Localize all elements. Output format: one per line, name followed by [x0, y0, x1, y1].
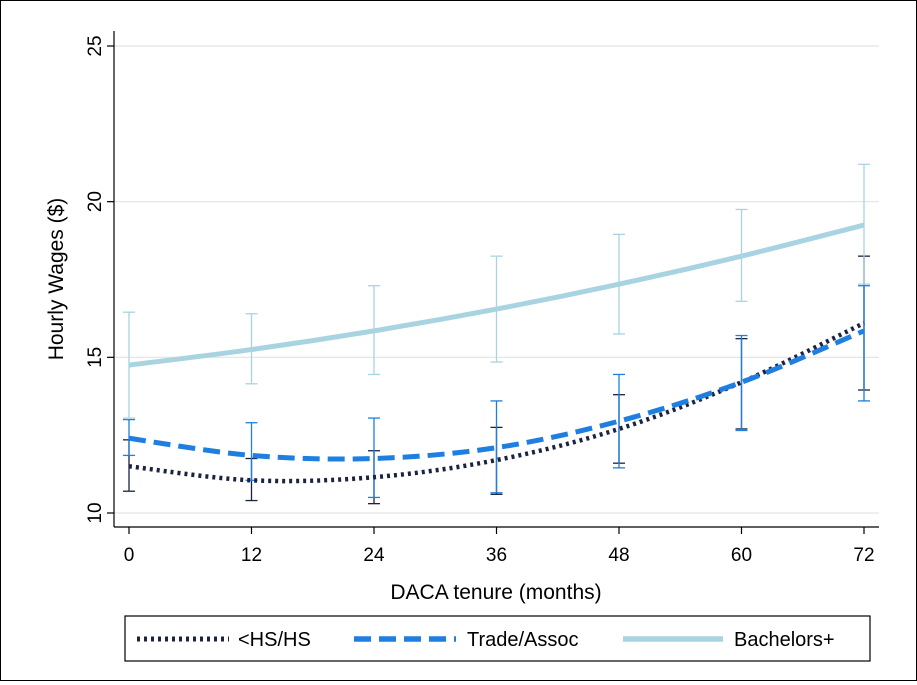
x-tick-label: 72: [853, 545, 874, 566]
legend-box: [124, 615, 871, 662]
gridlines: [114, 45, 879, 514]
error-bar: [490, 400, 503, 494]
error-bar: [858, 285, 870, 402]
series-line: [128, 222, 865, 368]
error-bar: [613, 373, 625, 469]
x-tick-label: 0: [124, 545, 135, 566]
x-tick-label: 60: [731, 545, 752, 566]
x-axis-label: DACA tenure (months): [390, 581, 601, 604]
x-tick-label: 12: [241, 545, 262, 566]
error-bar: [245, 422, 258, 481]
y-tick-label: 25: [85, 35, 106, 56]
legend-items: <HS/HS Trade/Assoc Bachelors+: [137, 629, 835, 651]
legend-item: Bachelors+: [623, 629, 835, 651]
legend-label: <HS/HS: [238, 629, 311, 651]
y-axis-label: Hourly Wages ($): [45, 198, 68, 361]
x-tick-label: 36: [486, 545, 507, 566]
y-ticks: 10 15 20 25: [85, 35, 114, 524]
error-bar: [735, 334, 748, 432]
legend-item: <HS/HS: [137, 629, 311, 651]
error-bar: [858, 163, 870, 285]
y-tick-label: 20: [85, 191, 106, 212]
y-tick-label: 15: [85, 347, 106, 368]
x-ticks: 0 12 24 36 48 60 72: [124, 527, 875, 566]
legend-label: Trade/Assoc: [467, 629, 579, 651]
legend-item: Trade/Assoc: [354, 629, 579, 651]
x-tick-label: 48: [608, 545, 629, 566]
x-tick-label: 24: [363, 545, 385, 566]
error-bar: [368, 417, 380, 499]
y-tick-label: 10: [85, 502, 106, 523]
series-lines: [128, 222, 865, 484]
error-bar: [123, 418, 135, 457]
legend-label: Bachelors+: [734, 629, 835, 651]
legend: <HS/HS Trade/Assoc Bachelors+: [124, 615, 871, 662]
